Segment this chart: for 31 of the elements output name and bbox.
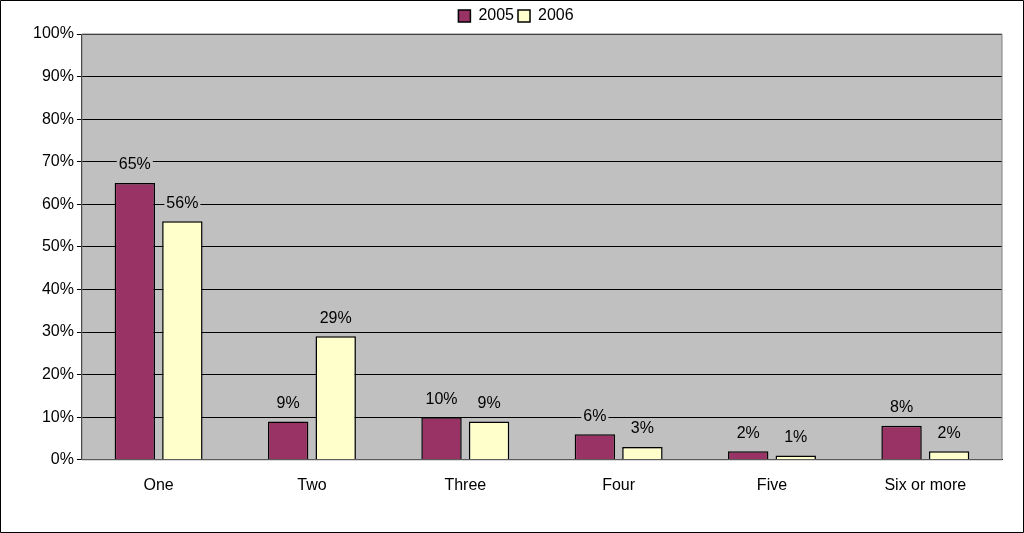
y-tick-label: 100%	[33, 24, 74, 42]
x-tick-label: Six or more	[884, 475, 967, 493]
data-label: 1%	[784, 427, 808, 445]
y-tick-label: 0%	[50, 450, 74, 468]
legend-label: 2006	[538, 6, 574, 24]
data-label: 29%	[319, 308, 352, 326]
data-label: 6%	[583, 406, 607, 424]
data-label: 2%	[937, 423, 961, 441]
y-tick-label: 70%	[41, 152, 74, 170]
y-tick-label: 60%	[41, 194, 74, 212]
data-label: 10%	[425, 389, 458, 407]
data-label: 3%	[630, 419, 654, 437]
x-tick-label: Three	[444, 475, 487, 493]
data-label: 9%	[477, 393, 501, 411]
x-tick-label: One	[143, 475, 174, 493]
x-tick-label: Four	[602, 475, 636, 493]
data-label: 9%	[276, 393, 300, 411]
y-tick-label: 10%	[41, 407, 74, 425]
data-label: 56%	[166, 193, 199, 211]
x-tick-label: Five	[756, 475, 788, 493]
legend-label: 2005	[478, 6, 515, 24]
y-tick-label: 30%	[41, 322, 74, 340]
y-tick-label: 90%	[41, 66, 74, 84]
x-tick-label: Two	[297, 475, 327, 493]
y-tick-label: 20%	[41, 365, 74, 383]
data-label: 8%	[890, 398, 914, 416]
y-tick-label: 80%	[41, 109, 74, 127]
data-label: 2%	[736, 423, 760, 441]
data-label: 65%	[118, 155, 151, 173]
y-tick-label: 40%	[41, 279, 74, 297]
y-tick-label: 50%	[41, 237, 74, 255]
